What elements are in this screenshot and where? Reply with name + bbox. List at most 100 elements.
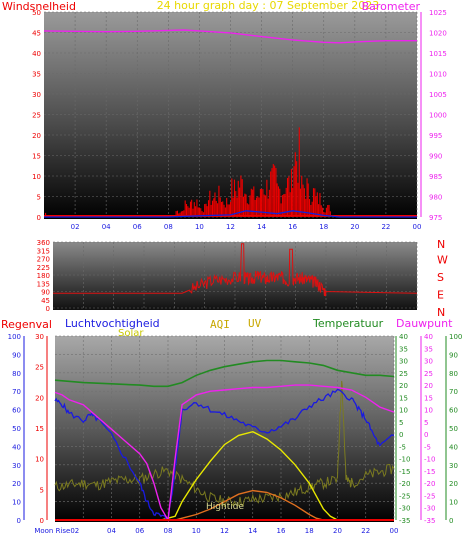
p3-x-tick: 22 [361, 527, 370, 535]
p3-x-tick: 18 [305, 527, 314, 535]
p1-right-tick: 1005 [429, 91, 447, 99]
p1-left-tick: 15 [32, 153, 41, 161]
p1-left-tick: 35 [32, 71, 41, 79]
p3-temp-tick: -35 [399, 517, 410, 525]
p3-rain-tick: 10 [12, 499, 21, 507]
p3-dew-tick: 15 [424, 394, 433, 402]
p1-x-tick: 12 [226, 223, 235, 231]
p3-rain-tick: 90 [12, 351, 21, 359]
p1-left-tick: 10 [32, 173, 41, 181]
series-layer [43, 29, 418, 523]
p3-x-tick: 00 [390, 527, 399, 535]
p3-temp-tick: -20 [399, 480, 410, 488]
p1-right-tick: 1010 [429, 71, 447, 79]
p3-dew-tick: 35 [424, 345, 433, 353]
dewpoint-label: Dauwpunt [396, 317, 453, 330]
p3-dew-tick: 30 [424, 358, 433, 366]
p3-temp-tick: -15 [399, 468, 410, 476]
p1-left-tick: 45 [32, 30, 41, 38]
p3-temp-tick: -10 [399, 456, 410, 464]
rain-label: Regenval [1, 318, 52, 331]
wind-avg-line [44, 210, 417, 218]
p2-compass-letter: N [437, 238, 445, 251]
p1-right-tick: 990 [429, 153, 442, 161]
p3-temp-tick: 0 [399, 431, 403, 439]
humidity-label: Luchtvochtigheid [65, 317, 160, 330]
p1-x-tick: 02 [71, 223, 80, 231]
p3-humidity-tick: 25 [35, 364, 44, 372]
p3-outer-tick: 50 [449, 425, 458, 433]
p3-temp-tick: -5 [399, 443, 406, 451]
p3-dew-tick: 40 [424, 333, 433, 341]
p3-x-tick: 16 [277, 527, 286, 535]
p3-dew-tick: -10 [424, 456, 435, 464]
p3-temp-tick: 5 [399, 419, 403, 427]
p3-temp-tick: -30 [399, 505, 410, 513]
p3-dew-tick: -20 [424, 480, 435, 488]
p3-temp-tick: 30 [399, 358, 408, 366]
p1-left-tick: 50 [32, 9, 41, 17]
dewpoint-line [54, 384, 395, 523]
p3-outer-tick: 100 [449, 333, 462, 341]
p3-temp-tick: 40 [399, 333, 408, 341]
p1-left-tick: 20 [32, 132, 41, 140]
p3-x-tick: 14 [248, 527, 257, 535]
p3-x-tick: 08 [164, 527, 173, 535]
uv-label: UV [248, 317, 262, 330]
p1-left-tick: 5 [37, 194, 41, 202]
p1-left-tick: 25 [32, 112, 41, 120]
p3-x-tick: 12 [220, 527, 229, 535]
p1-x-tick: 16 [288, 223, 297, 231]
p3-dew-tick: 10 [424, 407, 433, 415]
p1-x-tick: 20 [350, 223, 359, 231]
p3-dew-tick: 25 [424, 370, 433, 378]
p3-dew-tick: -30 [424, 505, 435, 513]
aqi-line [54, 380, 395, 508]
p1-right-tick: 980 [429, 194, 442, 202]
panel1-bg [44, 12, 417, 219]
temperature-label: Temperatuur [312, 317, 384, 330]
p3-temp-tick: 35 [399, 345, 408, 353]
barometer-line [43, 29, 417, 44]
humidity-line [54, 388, 395, 522]
p2-left-tick-minor: 135 [37, 280, 50, 288]
p1-right-tick: 1000 [429, 112, 447, 120]
p3-outer-tick: 70 [449, 388, 458, 396]
p3-rain-tick: 80 [12, 370, 21, 378]
p1-x-tick: 04 [102, 223, 111, 231]
p3-x-tick: 04 [107, 527, 116, 535]
p3-x-tick: 10 [192, 527, 201, 535]
p3-humidity-tick: 30 [35, 333, 44, 341]
p3-x-tick: 06 [135, 527, 144, 535]
p3-dew-tick: 0 [424, 431, 428, 439]
p3-dew-tick: -15 [424, 468, 435, 476]
axes-layer: 0510152025303540455097598098599099510001… [8, 9, 463, 535]
p3-rain-tick: 30 [12, 462, 21, 470]
p3-humidity-tick: 5 [40, 486, 44, 494]
p2-left-tick: 360 [37, 239, 50, 247]
p1-right-tick: 1015 [429, 50, 447, 58]
chart-title: 24 hour graph day : 07 September 2023 [157, 0, 380, 12]
p1-x-tick: 06 [133, 223, 142, 231]
p3-rain-tick: 20 [12, 480, 21, 488]
p3-humidity-tick: 0 [40, 517, 44, 525]
p2-left-tick-minor: 45 [41, 297, 50, 305]
p1-x-tick: 22 [381, 223, 390, 231]
p3-outer-tick: 40 [449, 443, 458, 451]
p3-rain-tick: 50 [12, 425, 21, 433]
p1-left-tick: 40 [32, 50, 41, 58]
p3-rain-tick: 100 [8, 333, 21, 341]
p3-temp-tick: 10 [399, 407, 408, 415]
p1-left-tick: 0 [37, 214, 41, 222]
p3-outer-tick: 80 [449, 370, 458, 378]
p3-temp-tick: 15 [399, 394, 408, 402]
p3-rain-tick: 70 [12, 388, 21, 396]
p1-x-tick: 08 [164, 223, 173, 231]
hightide-annotation: Hightide [206, 502, 244, 512]
p2-left-tick-minor: 225 [37, 264, 50, 272]
p3-outer-tick: 10 [449, 499, 458, 507]
p3-dew-tick: -25 [424, 492, 435, 500]
p3-temp-tick: 25 [399, 370, 408, 378]
p1-right-tick: 1025 [429, 9, 447, 17]
